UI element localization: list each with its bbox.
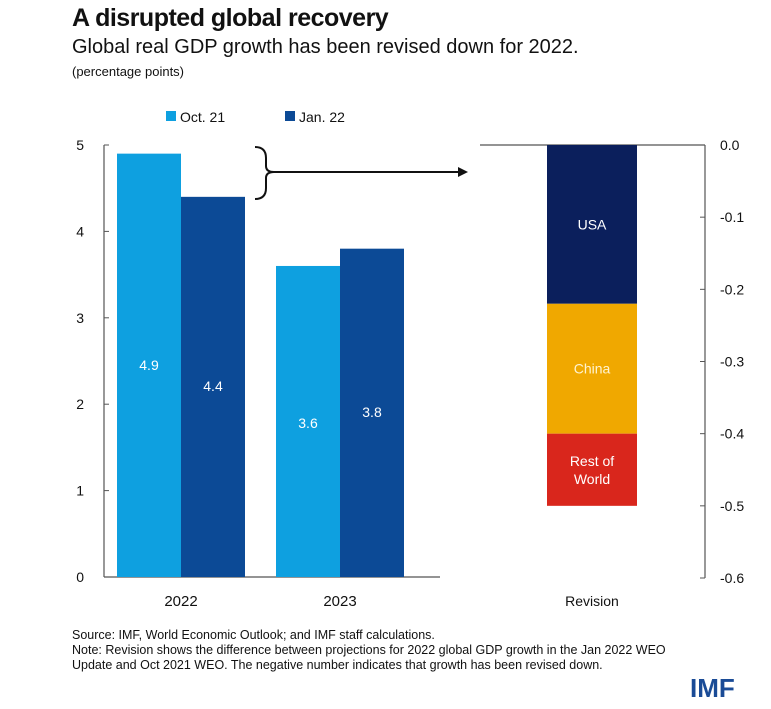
bar-jan22-2022 [181,196,245,577]
segment-label: Rest of [570,453,614,469]
y-tick-label: 4 [76,223,84,239]
unit-label: (percentage points) [72,64,185,79]
imf-logo: IMF [690,673,735,703]
y-tick-label: 3 [76,310,84,326]
y-tick-label-right: -0.6 [720,570,744,586]
bar-oct21-2023 [276,265,340,577]
segment-label: China [574,361,611,377]
data-label: 3.6 [298,415,318,431]
chart-subtitle: Global real GDP growth has been revised … [72,36,579,58]
brace [254,146,275,200]
explanatory-note: Note: Revision shows the difference betw… [72,643,666,672]
segment-usa [547,145,637,304]
segment-label: USA [578,216,607,232]
segment-label: World [574,471,610,487]
data-label: 4.9 [139,357,159,373]
y-tick-label: 5 [76,137,84,153]
x-tick-label: 2023 [323,593,356,610]
y-tick-label: 1 [76,483,84,499]
legend-swatch [285,111,295,121]
y-tick-label-right: 0.0 [720,137,740,153]
y-tick-label: 0 [76,569,84,585]
y-tick-label-right: -0.3 [720,354,744,370]
data-label: 4.4 [203,378,223,394]
y-tick-label-right: -0.1 [720,209,744,225]
bar-oct21-2022 [117,153,181,577]
segment-china [547,303,637,434]
segment-rest-of-world [547,433,637,506]
y-tick-label: 2 [76,396,84,412]
source-note: Source: IMF, World Economic Outlook; and… [72,628,435,642]
arrow-head [458,167,468,177]
legend-swatch [166,111,176,121]
legend-label: Jan. 22 [299,109,345,125]
legend-label: Oct. 21 [180,109,225,125]
data-label: 3.8 [362,404,382,420]
bar-jan22-2023 [340,248,404,577]
y-tick-label-right: -0.5 [720,498,744,514]
chart-title: A disrupted global recovery [72,4,389,32]
y-tick-label-right: -0.4 [720,426,744,442]
x-tick-label-right: Revision [565,593,619,609]
x-tick-label: 2022 [164,593,197,610]
notes: Source: IMF, World Economic Outlook; and… [72,628,672,673]
y-tick-label-right: -0.2 [720,281,744,297]
